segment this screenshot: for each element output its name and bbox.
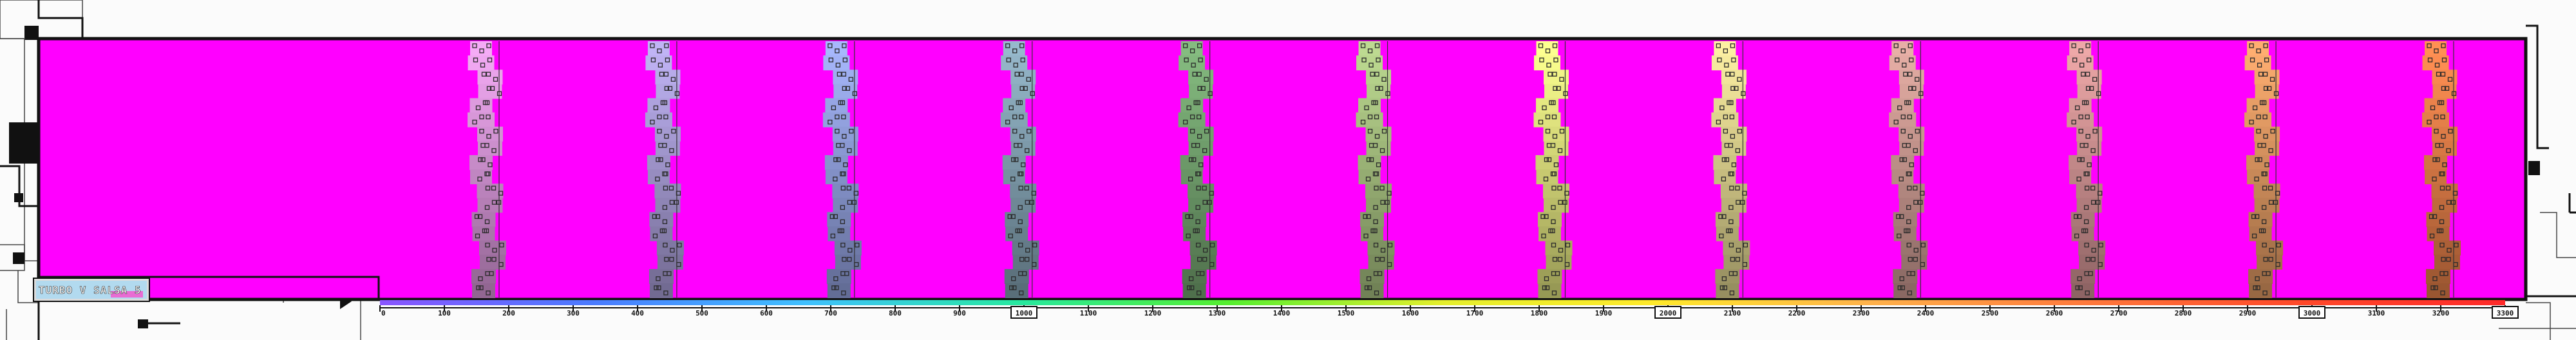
ruler-tick-label: 2700 (2110, 309, 2128, 317)
sprite-frame (2067, 41, 2106, 298)
sprite-frame (1000, 41, 1039, 298)
ruler-tick-label: 400 (631, 309, 644, 317)
lower-panel-step (39, 276, 380, 299)
ruler-tick-label: 900 (953, 309, 966, 317)
ruler-tick-label: 300 (567, 309, 580, 317)
game-logo: TURBO V SALSA 5 (33, 278, 150, 302)
ruler-tick-label: 2000 (1660, 309, 1677, 317)
ruler-tick-label: 1000 (1016, 309, 1033, 317)
timeline-ruler: 0 100 200 300 400 500 600 700 800 900 1000 1100 1200… (379, 300, 2519, 319)
ruler-tick-label: 3100 (2368, 309, 2385, 317)
sprite-frame (1711, 41, 1750, 298)
sprite-strip (468, 41, 2461, 298)
ruler-tick-label: 2100 (1724, 309, 1741, 317)
ruler-tick-label: 2400 (1917, 309, 1935, 317)
sprite-frame (645, 41, 684, 298)
ruler-tick-label: 2300 (1853, 309, 1870, 317)
ruler-milestone-box (1654, 306, 1681, 319)
ruler-gradient-bar (380, 300, 2505, 305)
sprite-frame (1889, 41, 1928, 298)
ruler-tick-label: 1500 (1338, 309, 1355, 317)
ruler-tick-label: 1400 (1273, 309, 1291, 317)
sprite-frame (1533, 41, 1573, 298)
ruler-tick-label: 100 (438, 309, 451, 317)
ruler-tick-label: 3300 (2497, 309, 2514, 317)
ruler-tick-label: 3200 (2432, 309, 2450, 317)
ruler-tick-label: 2600 (2046, 309, 2063, 317)
ruler-tick-label: 1600 (1402, 309, 1419, 317)
ruler-tick-label: 1100 (1080, 309, 1097, 317)
ruler-tick-label: 700 (824, 309, 837, 317)
sprite-frame (1178, 41, 1217, 298)
ruler-tick-label: 2800 (2175, 309, 2192, 317)
ruler-ticks: 0 100 200 300 400 500 600 700 800 900 1000 1100 1200… (379, 305, 2519, 319)
ruler-milestone-box (1010, 306, 1037, 319)
ruler-tick-label: 2200 (1788, 309, 1806, 317)
sprite-field (37, 37, 2528, 301)
ruler-tick-label: 3000 (2304, 309, 2321, 317)
ruler-tick-label: 1200 (1144, 309, 1162, 317)
ruler-tick-label: 1700 (1466, 309, 1484, 317)
ruler-tick-label: 1300 (1209, 309, 1226, 317)
sprite-frame (1356, 41, 1395, 298)
ruler-tick-label: 1800 (1531, 309, 1548, 317)
ruler-tick-label: 2500 (1982, 309, 1999, 317)
right-frame-decoration (2499, 24, 2576, 340)
ruler-tick-label: 500 (696, 309, 708, 317)
ruler-tick-label: 2900 (2239, 309, 2257, 317)
ruler-milestone-box (2298, 306, 2325, 319)
ruler-milestone-box (2492, 306, 2519, 319)
sprite-frame (2422, 41, 2461, 298)
ruler-tick-label: 600 (760, 309, 773, 317)
sprite-frame (2244, 41, 2284, 298)
sprite-frame (822, 41, 862, 298)
ruler-tick-label: 1900 (1595, 309, 1613, 317)
ruler-tick-label: 200 (502, 309, 515, 317)
sprite-frame (468, 41, 506, 298)
logo-text: TURBO V SALSA 5 (39, 284, 142, 296)
ruler-tick-label: 0 (381, 309, 386, 317)
ruler-tick-label: 800 (889, 309, 902, 317)
